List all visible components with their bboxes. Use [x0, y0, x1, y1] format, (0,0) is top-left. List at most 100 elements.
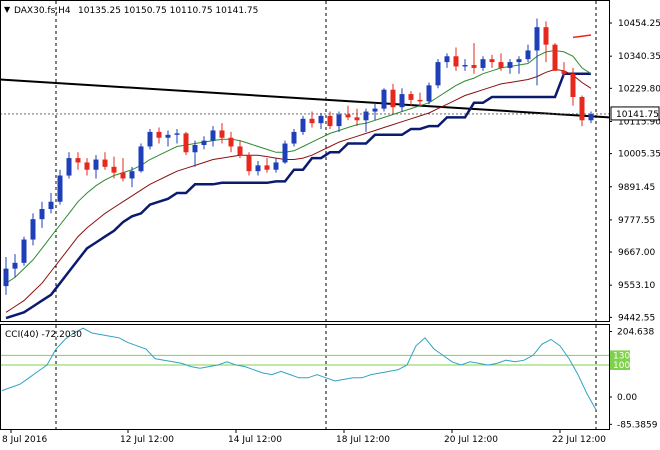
candle-body	[417, 99, 423, 102]
candle-body	[165, 134, 171, 138]
cci-tick-label: 0.00	[617, 393, 637, 403]
candle-body	[48, 201, 54, 209]
price-tick-label: 10340.35	[618, 52, 660, 62]
candle-body	[156, 131, 162, 138]
candle-body	[237, 146, 243, 156]
current-price-marker: 10141.75	[610, 106, 660, 121]
candle-body	[282, 143, 288, 163]
candle-body	[552, 44, 558, 71]
price-tick-label: 10454.25	[618, 19, 660, 29]
candle-body	[543, 27, 549, 45]
candle-body	[516, 59, 522, 63]
time-tick-label: 20 Jul 12:00	[444, 435, 498, 445]
candle-body	[471, 65, 477, 68]
candle-body	[462, 65, 468, 67]
stop-line	[5, 72, 591, 320]
candle-body	[75, 158, 81, 163]
candle-body	[345, 114, 351, 118]
cci-level-label: 100	[613, 361, 630, 371]
trend-line[interactable]	[0, 78, 610, 119]
candle-body	[255, 165, 261, 172]
candle-body	[228, 137, 234, 147]
time-tick-label: 14 Jul 12:00	[228, 435, 282, 445]
candle-body	[588, 113, 594, 121]
price-tick-label: 9442.55	[618, 313, 655, 323]
candle-body	[210, 130, 216, 141]
candle-body	[318, 115, 324, 124]
candle-body	[525, 50, 531, 60]
price-axis[interactable]: 10454.25 10340.35 10229.80 10115.90 10005.35…	[609, 19, 660, 323]
candle-body	[264, 165, 270, 170]
symbol-label: DAX30.fs,H4	[14, 6, 71, 16]
candle-body	[579, 97, 585, 121]
cci-level-badge	[610, 350, 630, 361]
collapse-arrow-icon[interactable]: ▼	[4, 5, 11, 14]
cci-title: CCI(40) -72.2030	[5, 330, 82, 340]
candle-body	[291, 131, 297, 144]
candle-body	[246, 155, 252, 172]
candle-body	[381, 89, 387, 109]
cci-panel[interactable]: CCI(40) -72.2030	[0, 324, 660, 430]
candle-body	[444, 56, 450, 63]
candle-body	[408, 94, 414, 100]
candle-body	[57, 175, 63, 202]
candle-body	[66, 158, 72, 176]
candle-body	[354, 117, 360, 121]
cci-line	[1, 327, 597, 411]
candle-body	[300, 118, 306, 132]
candle-body	[147, 131, 153, 147]
cci-period-separators	[55, 325, 597, 429]
candle-body	[39, 209, 45, 220]
price-tick-label: 10005.35	[618, 150, 660, 160]
cci-tick-label: -85.3859	[617, 420, 658, 430]
candle-body	[219, 130, 225, 138]
current-price-box	[610, 106, 660, 121]
candle-body	[453, 56, 459, 67]
time-tick-label: 22 Jul 12:00	[552, 435, 606, 445]
candle-body	[426, 85, 432, 102]
candle-body	[201, 140, 207, 145]
candle-body	[480, 59, 486, 68]
candle-body	[12, 262, 18, 269]
candle-body	[372, 108, 378, 112]
candle-body	[183, 133, 189, 153]
price-tick-label: 9553.10	[618, 281, 655, 291]
candle-body	[489, 59, 495, 63]
time-axis[interactable]: 8 Jul 2016 12 Jul 12:00 14 Jul 12:00 18 Jul…	[2, 429, 660, 445]
candle-body	[102, 159, 108, 167]
moving-average-fast	[5, 49, 592, 284]
candle-body	[390, 89, 396, 108]
candle-body	[363, 111, 369, 121]
candle-body	[129, 171, 135, 179]
candle-body	[534, 27, 540, 51]
price-panel[interactable]	[0, 0, 660, 322]
price-tick-label: 9777.55	[618, 216, 655, 226]
candle-body	[138, 146, 144, 172]
candle-body	[192, 145, 198, 153]
cci-tick-label: 204.638	[617, 328, 654, 338]
candle-body	[111, 166, 117, 173]
candle-body	[3, 268, 9, 287]
candle-body	[30, 219, 36, 240]
candle-body	[309, 118, 315, 124]
cci-level-badge	[610, 360, 630, 370]
candle-body	[561, 70, 567, 74]
candle-body	[273, 162, 279, 170]
ohlc-readout: 10135.25 10150.75 10110.75 10141.75	[78, 6, 258, 16]
period-separators	[55, 1, 597, 321]
candle-body	[174, 133, 180, 135]
time-tick-label: 12 Jul 12:00	[120, 435, 174, 445]
candle-body	[507, 62, 513, 68]
time-tick-label: 8 Jul 2016	[2, 435, 47, 445]
price-tick-label: 9891.45	[618, 183, 655, 193]
candle-body	[327, 115, 333, 127]
upper-channel-line	[572, 34, 592, 39]
candles	[3, 18, 594, 295]
cci-panel-frame	[0, 324, 610, 430]
candle-body	[120, 172, 126, 179]
cci-level-label: 130	[613, 351, 630, 361]
current-price-label: 10141.75	[616, 110, 659, 120]
